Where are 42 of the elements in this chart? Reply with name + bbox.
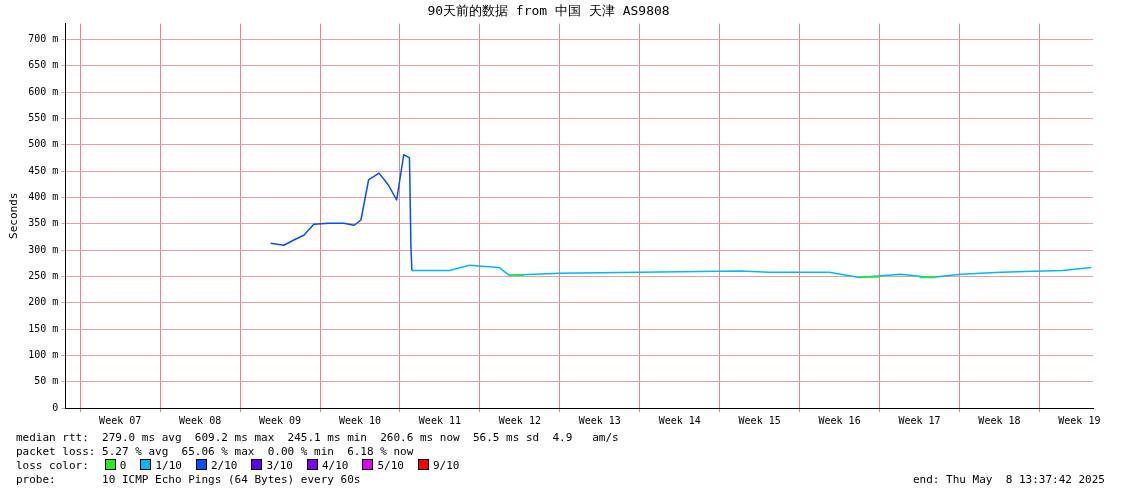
legend-label: 5/10 — [377, 459, 404, 472]
y-tick-label: 350 m — [28, 217, 59, 229]
text: end: Thu May 8 13:37:42 2025 — [912, 473, 1105, 486]
text: probe: 10 ICMP Echo Pings (64 Bytes) every 60s — [16, 473, 361, 486]
x-tick-label: Week 09 — [258, 414, 302, 426]
x-tick-label: Week 16 — [818, 414, 861, 426]
x-tick-label: Week 15 — [738, 414, 781, 426]
y-tick-label: 0 — [52, 401, 59, 413]
y-tick-label: 600 m — [28, 85, 59, 97]
x-tick-label: Week 10 — [338, 414, 382, 426]
y-tick-label: 100 m — [28, 348, 59, 360]
x-tick-label: Week 19 — [1058, 414, 1101, 426]
legend-label: 0 — [119, 459, 127, 472]
y-tick-label: 300 m — [28, 243, 59, 255]
legend-label: 3/10 — [266, 459, 293, 472]
y-tick-label: 250 m — [28, 269, 59, 281]
y-tick-label: 450 m — [28, 164, 59, 176]
x-tick-label: Week 18 — [978, 414, 1021, 426]
legend-label: 9/10 — [432, 459, 460, 472]
legend-title: loss color: — [16, 459, 89, 472]
x-tick-label: Week 11 — [418, 414, 462, 426]
y-axis-title: Seconds — [7, 192, 21, 239]
y-tick-label: 650 m — [28, 59, 59, 71]
y-tick-label: 500 m — [28, 138, 59, 150]
y-tick-label: 700 m — [28, 32, 59, 44]
y-tick-label: 550 m — [28, 111, 59, 123]
text: median rtt: 279.0 ms avg 609.2 ms max 245.1 ms min 260.6 ms now 56.5 ms sd 4.9 am/s — [16, 431, 619, 444]
chart-title: 90天前的数据 from 中国 天津 AS9808 — [427, 3, 670, 19]
legend-label: 2/10 — [210, 459, 238, 472]
y-tick-label: 50 m — [34, 375, 59, 387]
x-tick-label: Week 07 — [99, 414, 142, 426]
x-tick-label: Week 08 — [179, 414, 222, 426]
y-tick-label: 200 m — [28, 296, 59, 308]
x-tick-label: Week 14 — [658, 414, 701, 426]
legend-label: 4/10 — [321, 459, 349, 472]
y-tick-label: 150 m — [28, 322, 59, 334]
x-tick-label: Week 13 — [578, 414, 621, 426]
y-tick-label: 400 m — [28, 190, 59, 202]
legend-label: 1/10 — [155, 459, 182, 472]
x-tick-label: Week 17 — [898, 414, 941, 426]
text: packet loss: 5.27 % avg 65.06 % max 0.00 % min 6.18 % now — [16, 445, 414, 458]
x-tick-label: Week 12 — [498, 414, 541, 426]
